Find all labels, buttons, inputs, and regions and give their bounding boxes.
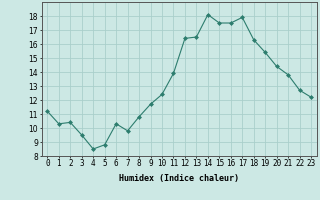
X-axis label: Humidex (Indice chaleur): Humidex (Indice chaleur) [119, 174, 239, 183]
